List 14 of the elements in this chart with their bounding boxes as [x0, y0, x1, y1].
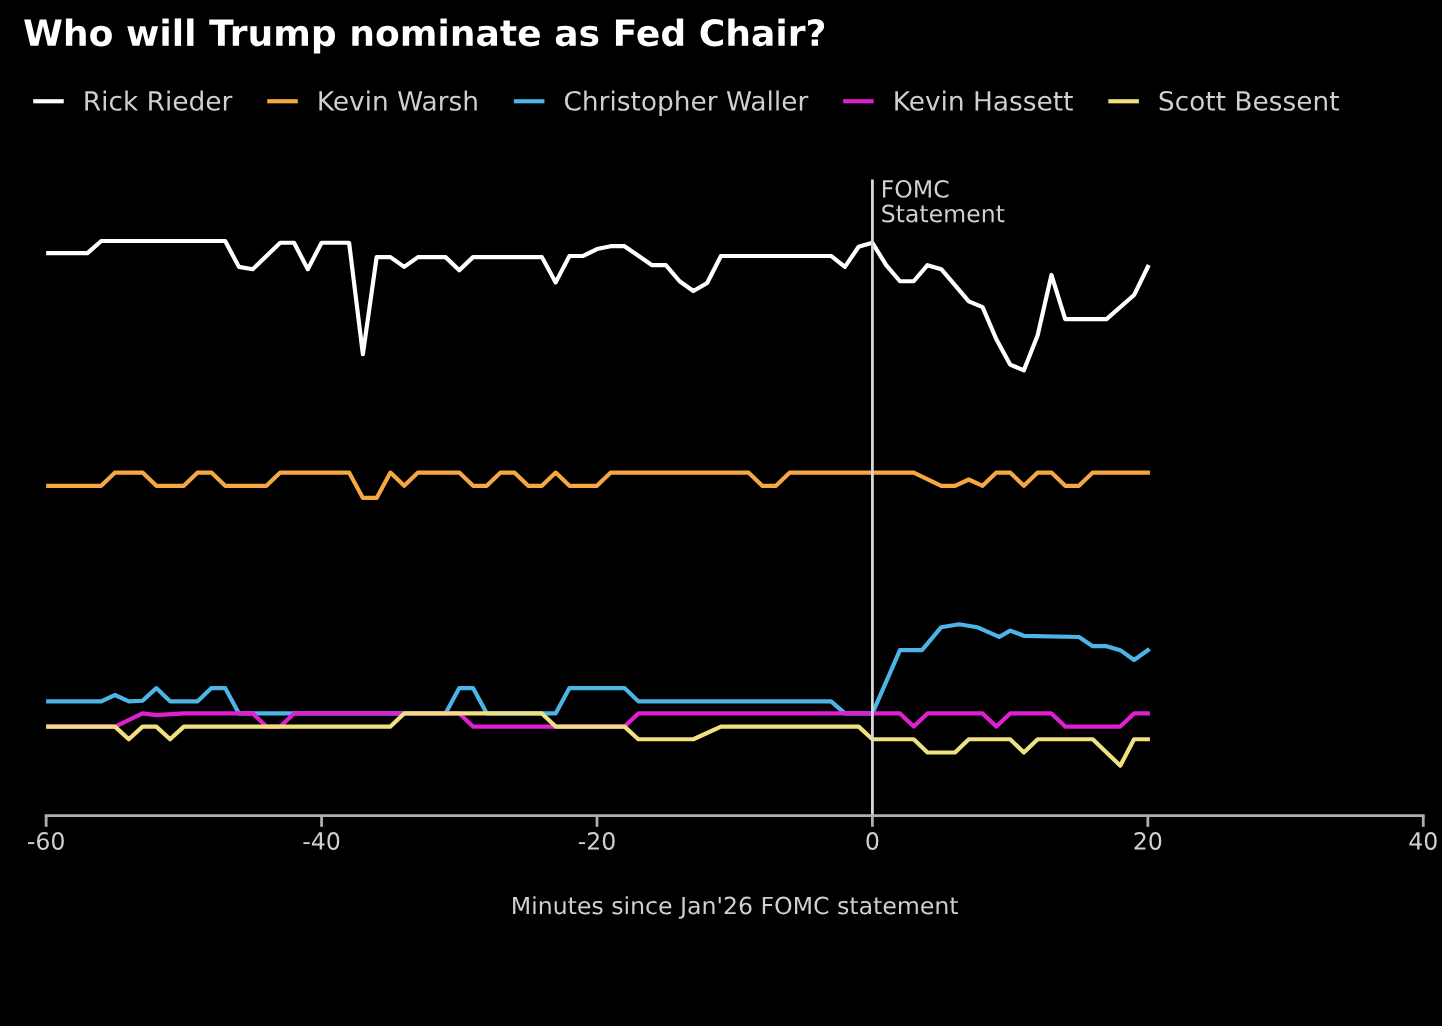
legend-label: Kevin Warsh: [319, 90, 477, 111]
legend-label: Christopher Waller: [564, 90, 809, 116]
x-axis-title: Minutes since Jan'26 FOMC statement: [513, 896, 959, 919]
x-tick-label: 40: [1409, 832, 1437, 850]
x-tick-label: -20: [578, 832, 615, 850]
x-tick-label: 20: [1134, 832, 1162, 850]
legend-label: Kevin Hassett: [895, 90, 1073, 111]
ref-line-label: FOMC Statement: [882, 179, 1005, 223]
x-tick-label: -60: [28, 832, 64, 850]
x-tick-label: 0: [866, 832, 879, 850]
chart-title: Who will Trump nominate as Fed Chair?: [24, 18, 825, 54]
legend-label: Scott Bessent: [1159, 90, 1339, 111]
x-tick-label: -40: [303, 832, 340, 850]
legend-label: Rick Rieder: [85, 90, 233, 111]
